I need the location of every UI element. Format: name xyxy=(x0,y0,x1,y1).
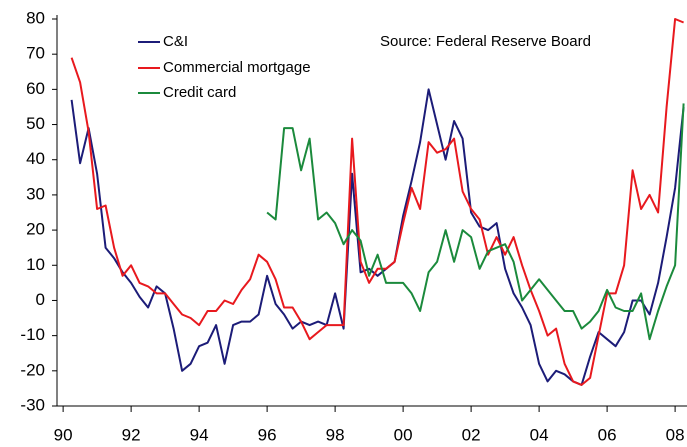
x-tick-label: 00 xyxy=(394,425,413,444)
y-tick-label: 30 xyxy=(26,184,45,203)
source-note: Source: Federal Reserve Board xyxy=(380,33,591,50)
x-tick-label: 08 xyxy=(666,425,685,444)
x-tick-label: 90 xyxy=(54,425,73,444)
y-tick-label: 60 xyxy=(26,79,45,98)
x-tick-label: 98 xyxy=(326,425,345,444)
series-line xyxy=(70,88,685,386)
y-tick-label: -10 xyxy=(20,325,45,344)
x-tick-label: 06 xyxy=(598,425,617,444)
y-tick-label: 0 xyxy=(36,290,45,309)
y-tick-label: 50 xyxy=(26,114,45,133)
legend-label: Credit card xyxy=(163,84,236,101)
y-tick-label: 10 xyxy=(26,255,45,274)
y-tick-label: -20 xyxy=(20,360,45,379)
x-tick-label: 94 xyxy=(190,425,209,444)
y-tick-label: 70 xyxy=(26,44,45,63)
y-tick-label: -30 xyxy=(20,395,45,414)
legend-label: C&I xyxy=(163,33,188,50)
x-tick-label: 92 xyxy=(122,425,141,444)
series-line xyxy=(266,103,685,341)
x-tick-label: 04 xyxy=(530,425,549,444)
x-tick-label: 96 xyxy=(258,425,277,444)
x-tick-label: 02 xyxy=(462,425,481,444)
legend-label: Commercial mortgage xyxy=(163,59,311,76)
y-tick-label: 40 xyxy=(26,149,45,168)
y-tick-label: 80 xyxy=(26,8,45,27)
series-line xyxy=(70,18,684,386)
y-tick-label: 20 xyxy=(26,220,45,239)
plot-area xyxy=(70,18,685,386)
